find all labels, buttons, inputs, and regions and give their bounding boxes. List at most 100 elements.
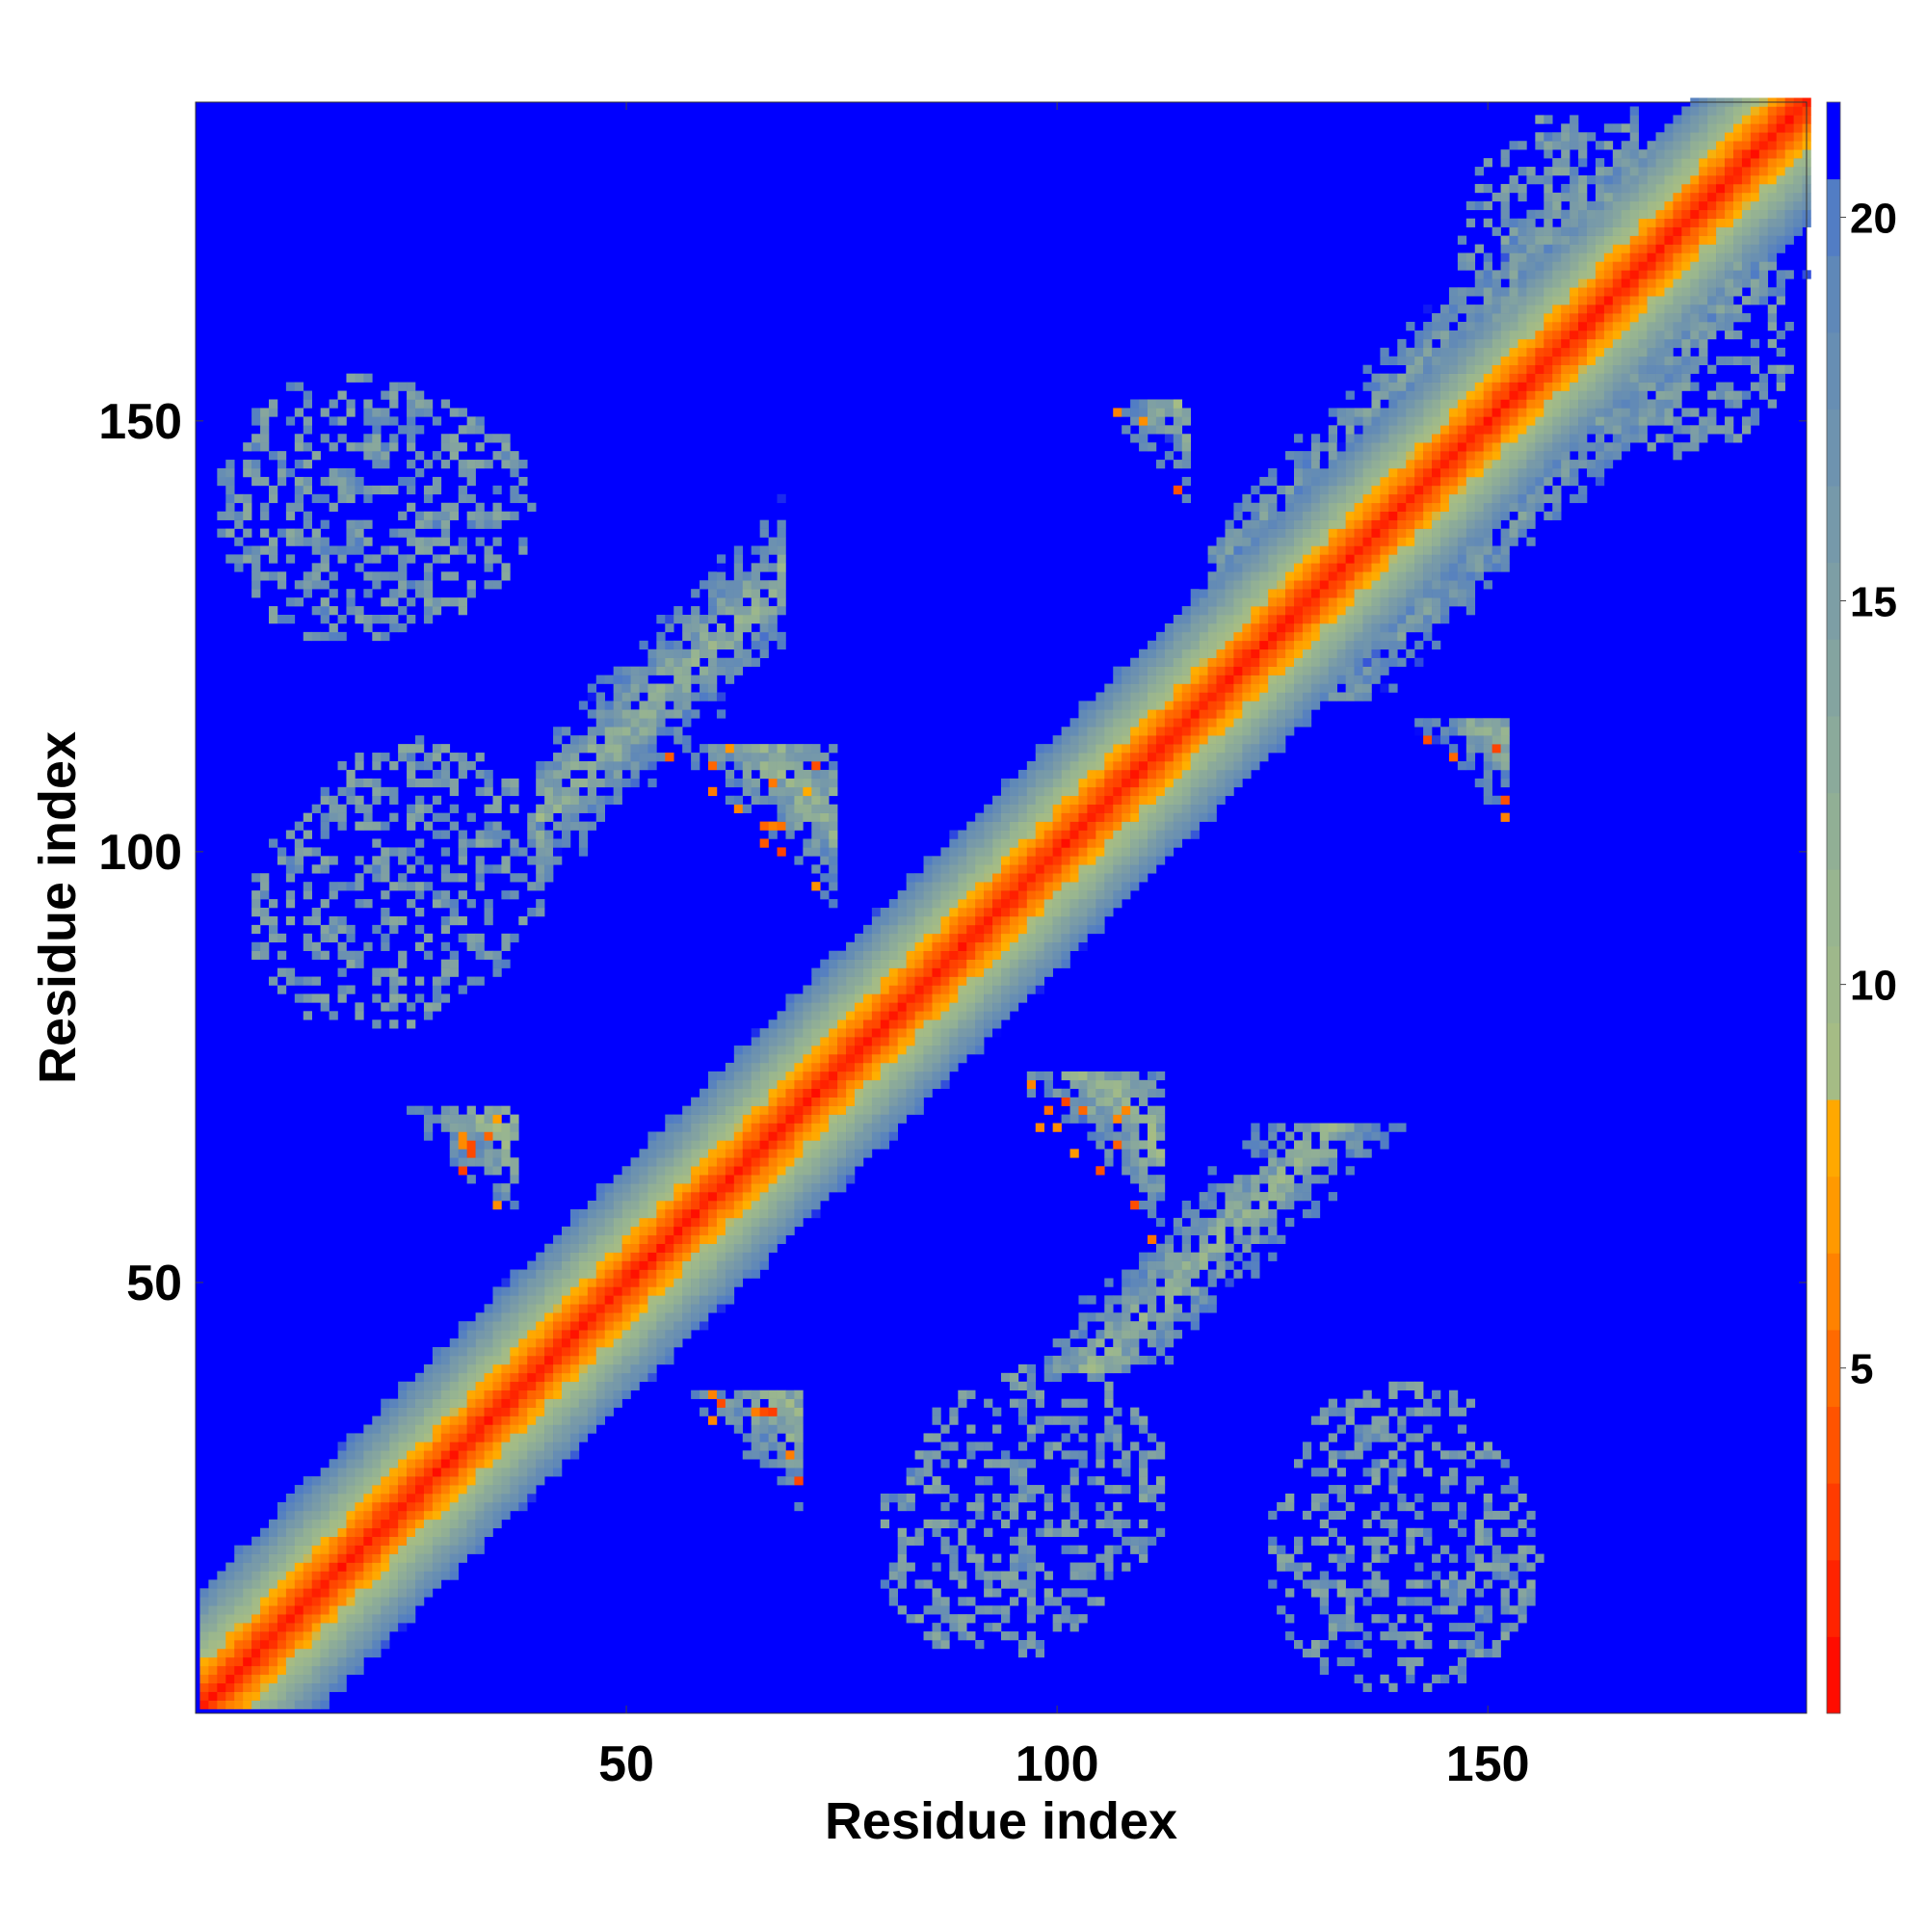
heatmap-cell: [329, 924, 338, 935]
heatmap-cell: [458, 915, 467, 926]
heatmap-cell: [234, 1614, 244, 1624]
heatmap-cell: [320, 1648, 330, 1658]
heatmap-cell: [217, 1674, 226, 1683]
heatmap-cell: [1017, 933, 1028, 943]
heatmap-cell: [440, 1442, 451, 1451]
heatmap-cell: [820, 1062, 830, 1072]
heatmap-cell: [794, 753, 804, 762]
heatmap-cell: [794, 1157, 804, 1167]
heatmap-cell: [613, 1398, 622, 1408]
heatmap-cell: [992, 838, 1002, 848]
heatmap-cell: [269, 399, 278, 409]
heatmap-cell: [1087, 1097, 1096, 1106]
heatmap-cell: [604, 1226, 614, 1236]
heatmap-cell: [940, 915, 950, 926]
heatmap-cell: [1017, 1407, 1028, 1416]
heatmap-cell: [682, 648, 692, 658]
heatmap-cell: [639, 1321, 648, 1331]
heatmap-cell: [897, 1088, 907, 1098]
heatmap-cell: [1139, 1260, 1148, 1270]
heatmap-cell: [647, 1234, 657, 1244]
heatmap-cell: [320, 606, 330, 616]
heatmap-cell: [398, 744, 408, 754]
heatmap-cell: [372, 821, 382, 831]
heatmap-cell: [846, 1123, 856, 1132]
heatmap-cell: [949, 1562, 959, 1572]
heatmap-cell: [1069, 1105, 1079, 1115]
heatmap-cell: [1078, 1355, 1088, 1365]
heatmap-cell: [992, 1494, 1002, 1503]
heatmap-cell: [1001, 1501, 1011, 1512]
heatmap-cell: [682, 1234, 692, 1244]
heatmap-cell: [1017, 786, 1028, 797]
heatmap-cell: [1113, 701, 1122, 710]
heatmap-cell: [243, 1700, 252, 1709]
heatmap-cell: [587, 1234, 597, 1244]
heatmap-cell: [837, 1037, 847, 1046]
heatmap-cell: [1069, 908, 1079, 917]
heatmap-cell: [527, 908, 537, 917]
heatmap-cell: [975, 976, 985, 986]
heatmap-cell: [1009, 1468, 1019, 1477]
heatmap-cell: [449, 451, 459, 461]
heatmap-cell: [923, 908, 933, 917]
heatmap-cell: [337, 1682, 347, 1692]
heatmap-cell: [415, 1579, 425, 1589]
heatmap-cell: [949, 1062, 959, 1072]
heatmap-cell: [544, 1304, 554, 1313]
heatmap-cell: [527, 1433, 537, 1442]
heatmap-cell: [803, 744, 812, 754]
heatmap-cell: [604, 761, 614, 771]
heatmap-cell: [381, 460, 390, 469]
heatmap-cell: [311, 1485, 321, 1495]
heatmap-cell: [777, 1062, 786, 1072]
heatmap-cell: [785, 1424, 795, 1434]
heatmap-cell: [742, 1131, 752, 1141]
heatmap-cell: [389, 1553, 399, 1563]
heatmap-cell: [1026, 967, 1037, 977]
heatmap-cell: [811, 1054, 821, 1064]
heatmap-cell: [1139, 675, 1148, 684]
heatmap-cell: [871, 1123, 882, 1132]
heatmap-cell: [372, 778, 382, 788]
heatmap-cell: [501, 1295, 511, 1305]
heatmap-cell: [682, 615, 692, 624]
heatmap-cell: [639, 1372, 648, 1383]
heatmap-cell: [432, 1519, 442, 1529]
heatmap-cell: [285, 615, 296, 624]
heatmap-cell: [311, 847, 321, 857]
heatmap-cell: [751, 1192, 760, 1202]
heatmap-cell: [329, 1501, 338, 1512]
heatmap-cell: [562, 1286, 571, 1296]
heatmap-cell: [510, 804, 519, 813]
heatmap-cell: [449, 1571, 459, 1580]
heatmap-cell: [449, 442, 459, 452]
heatmap-cell: [785, 753, 795, 762]
heatmap-cell: [544, 1407, 554, 1416]
heatmap-cell: [665, 1201, 674, 1210]
heatmap-cell: [260, 416, 270, 426]
heatmap-cell: [475, 1131, 485, 1141]
heatmap-cell: [440, 434, 451, 443]
heatmap-cell: [294, 1562, 304, 1572]
heatmap-cell: [1113, 744, 1122, 754]
heatmap-cell: [320, 1588, 330, 1598]
heatmap-cell: [1043, 967, 1053, 977]
heatmap-cell: [337, 1571, 347, 1580]
heatmap-cell: [888, 1037, 898, 1046]
heatmap-cell: [923, 1433, 933, 1442]
heatmap-cell: [906, 933, 915, 943]
heatmap-cell: [294, 1485, 304, 1495]
heatmap-cell: [794, 1114, 804, 1124]
heatmap-cell: [260, 882, 270, 891]
heatmap-cell: [656, 701, 666, 710]
heatmap-cell: [346, 1442, 356, 1451]
heatmap-cell: [604, 769, 614, 780]
heatmap-cell: [1095, 1088, 1105, 1098]
heatmap-cell: [794, 1442, 804, 1451]
heatmap-cell: [303, 425, 312, 435]
heatmap-cell: [914, 1450, 924, 1460]
heatmap-cell: [820, 804, 830, 813]
heatmap-cell: [665, 1312, 674, 1322]
